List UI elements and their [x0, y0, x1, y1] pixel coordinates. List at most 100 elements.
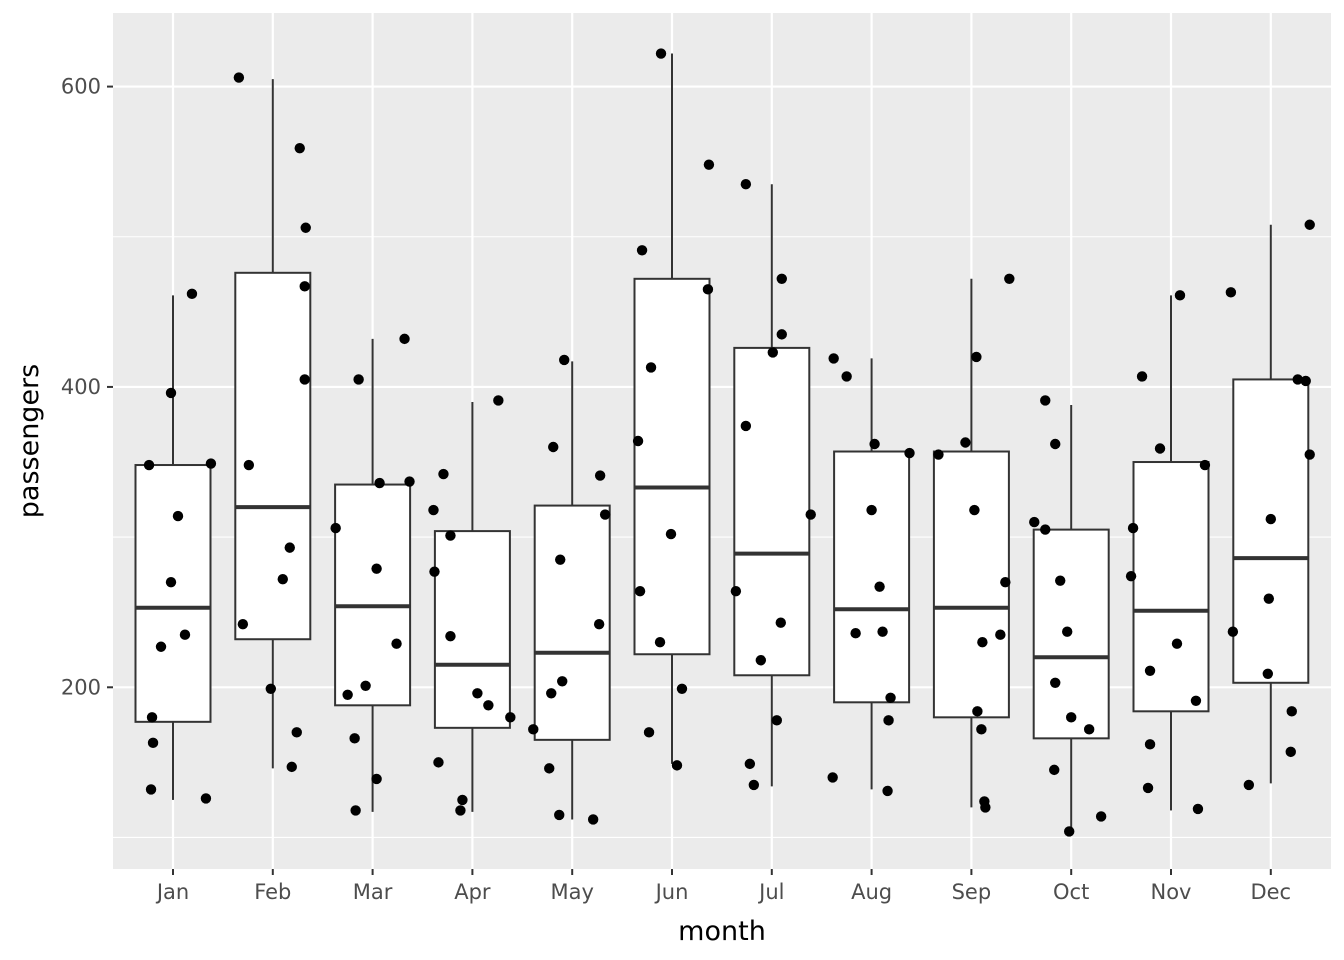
data-point — [972, 706, 983, 717]
box-jan — [134, 295, 212, 800]
data-point — [634, 585, 646, 597]
x-tick-label: Nov — [1151, 880, 1192, 904]
data-point — [1243, 779, 1255, 791]
data-point — [457, 794, 468, 806]
data-point — [805, 509, 816, 520]
data-point — [493, 395, 504, 406]
data-point — [594, 470, 606, 481]
box-oct — [1032, 404, 1110, 832]
data-point — [969, 504, 980, 516]
data-point — [971, 351, 982, 363]
x-axis: Jan Feb Mar Apr May Jun Jul Aug Sep Oct Nov Dec — [155, 869, 1291, 904]
data-point — [1125, 570, 1137, 582]
iqr-box — [733, 346, 811, 677]
data-point — [438, 468, 449, 480]
x-tick-label: Dec — [1250, 880, 1291, 904]
y-axis-title: passengers — [14, 364, 45, 518]
y-tick-label: 600 — [61, 75, 101, 99]
iqr-box — [234, 271, 312, 641]
data-point — [1095, 811, 1107, 822]
data-point — [371, 563, 382, 574]
data-point — [676, 683, 688, 694]
iqr-box — [932, 450, 1010, 719]
data-point — [544, 763, 555, 774]
data-point — [980, 802, 991, 813]
x-tick-label: Aug — [851, 880, 892, 904]
data-point — [299, 374, 310, 385]
data-point — [1171, 638, 1183, 649]
data-point — [1004, 273, 1015, 285]
data-point — [472, 688, 483, 699]
iqr-box — [833, 450, 911, 704]
data-point — [1227, 626, 1239, 637]
x-tick-label: Jul — [757, 880, 784, 904]
x-tick-label: Jan — [155, 880, 189, 904]
data-point — [643, 727, 655, 738]
data-point — [1304, 449, 1315, 460]
data-point — [445, 631, 456, 642]
plot-panel — [113, 13, 1331, 869]
data-point — [555, 554, 566, 565]
data-point — [740, 420, 752, 432]
data-point — [143, 459, 155, 471]
x-tick-label: Jun — [654, 880, 689, 904]
data-point — [748, 779, 760, 791]
data-point — [874, 581, 885, 592]
data-point — [546, 688, 557, 699]
data-point — [243, 459, 255, 471]
data-point — [342, 689, 353, 700]
data-point — [147, 737, 159, 749]
data-point — [841, 371, 852, 382]
data-point — [1174, 290, 1186, 301]
data-point — [632, 435, 644, 447]
box-aug — [833, 358, 911, 790]
iqr-box — [334, 483, 412, 707]
data-point — [294, 142, 305, 154]
data-point — [1064, 826, 1075, 837]
data-point — [300, 222, 311, 233]
x-tick-label: Mar — [353, 880, 393, 904]
data-point — [960, 437, 971, 448]
data-point — [360, 680, 371, 691]
data-point — [885, 692, 896, 703]
data-point — [557, 676, 568, 687]
data-point — [1049, 764, 1060, 776]
data-point — [1286, 706, 1297, 717]
data-point — [1262, 668, 1274, 679]
data-point — [1285, 746, 1296, 758]
data-point — [554, 809, 565, 821]
data-point — [1000, 576, 1011, 588]
data-point — [755, 655, 767, 666]
data-point — [1040, 524, 1051, 535]
data-point — [353, 374, 364, 385]
data-point — [265, 683, 277, 694]
data-point — [1190, 695, 1202, 707]
data-point — [1055, 575, 1066, 586]
data-point — [1154, 443, 1166, 454]
data-point — [145, 784, 157, 795]
y-axis: 200 400 600 — [61, 75, 113, 699]
x-tick-label: Feb — [254, 880, 291, 904]
data-point — [1136, 371, 1148, 382]
data-point — [1144, 665, 1156, 676]
box-feb — [234, 79, 312, 769]
data-point — [703, 159, 715, 170]
iqr-box — [134, 464, 212, 723]
data-point — [1050, 438, 1061, 450]
data-point — [976, 724, 987, 735]
data-point — [374, 477, 385, 489]
data-point — [1292, 374, 1303, 385]
data-point — [775, 617, 786, 628]
box-jul — [733, 184, 811, 787]
data-point — [391, 638, 402, 649]
data-points — [143, 48, 1315, 837]
data-point — [428, 504, 439, 516]
data-point — [172, 510, 184, 522]
data-point — [599, 509, 611, 520]
data-point — [559, 354, 570, 366]
data-point — [399, 333, 410, 345]
x-tick-label: Apr — [454, 880, 491, 904]
data-point — [866, 504, 877, 516]
data-point — [771, 715, 782, 726]
